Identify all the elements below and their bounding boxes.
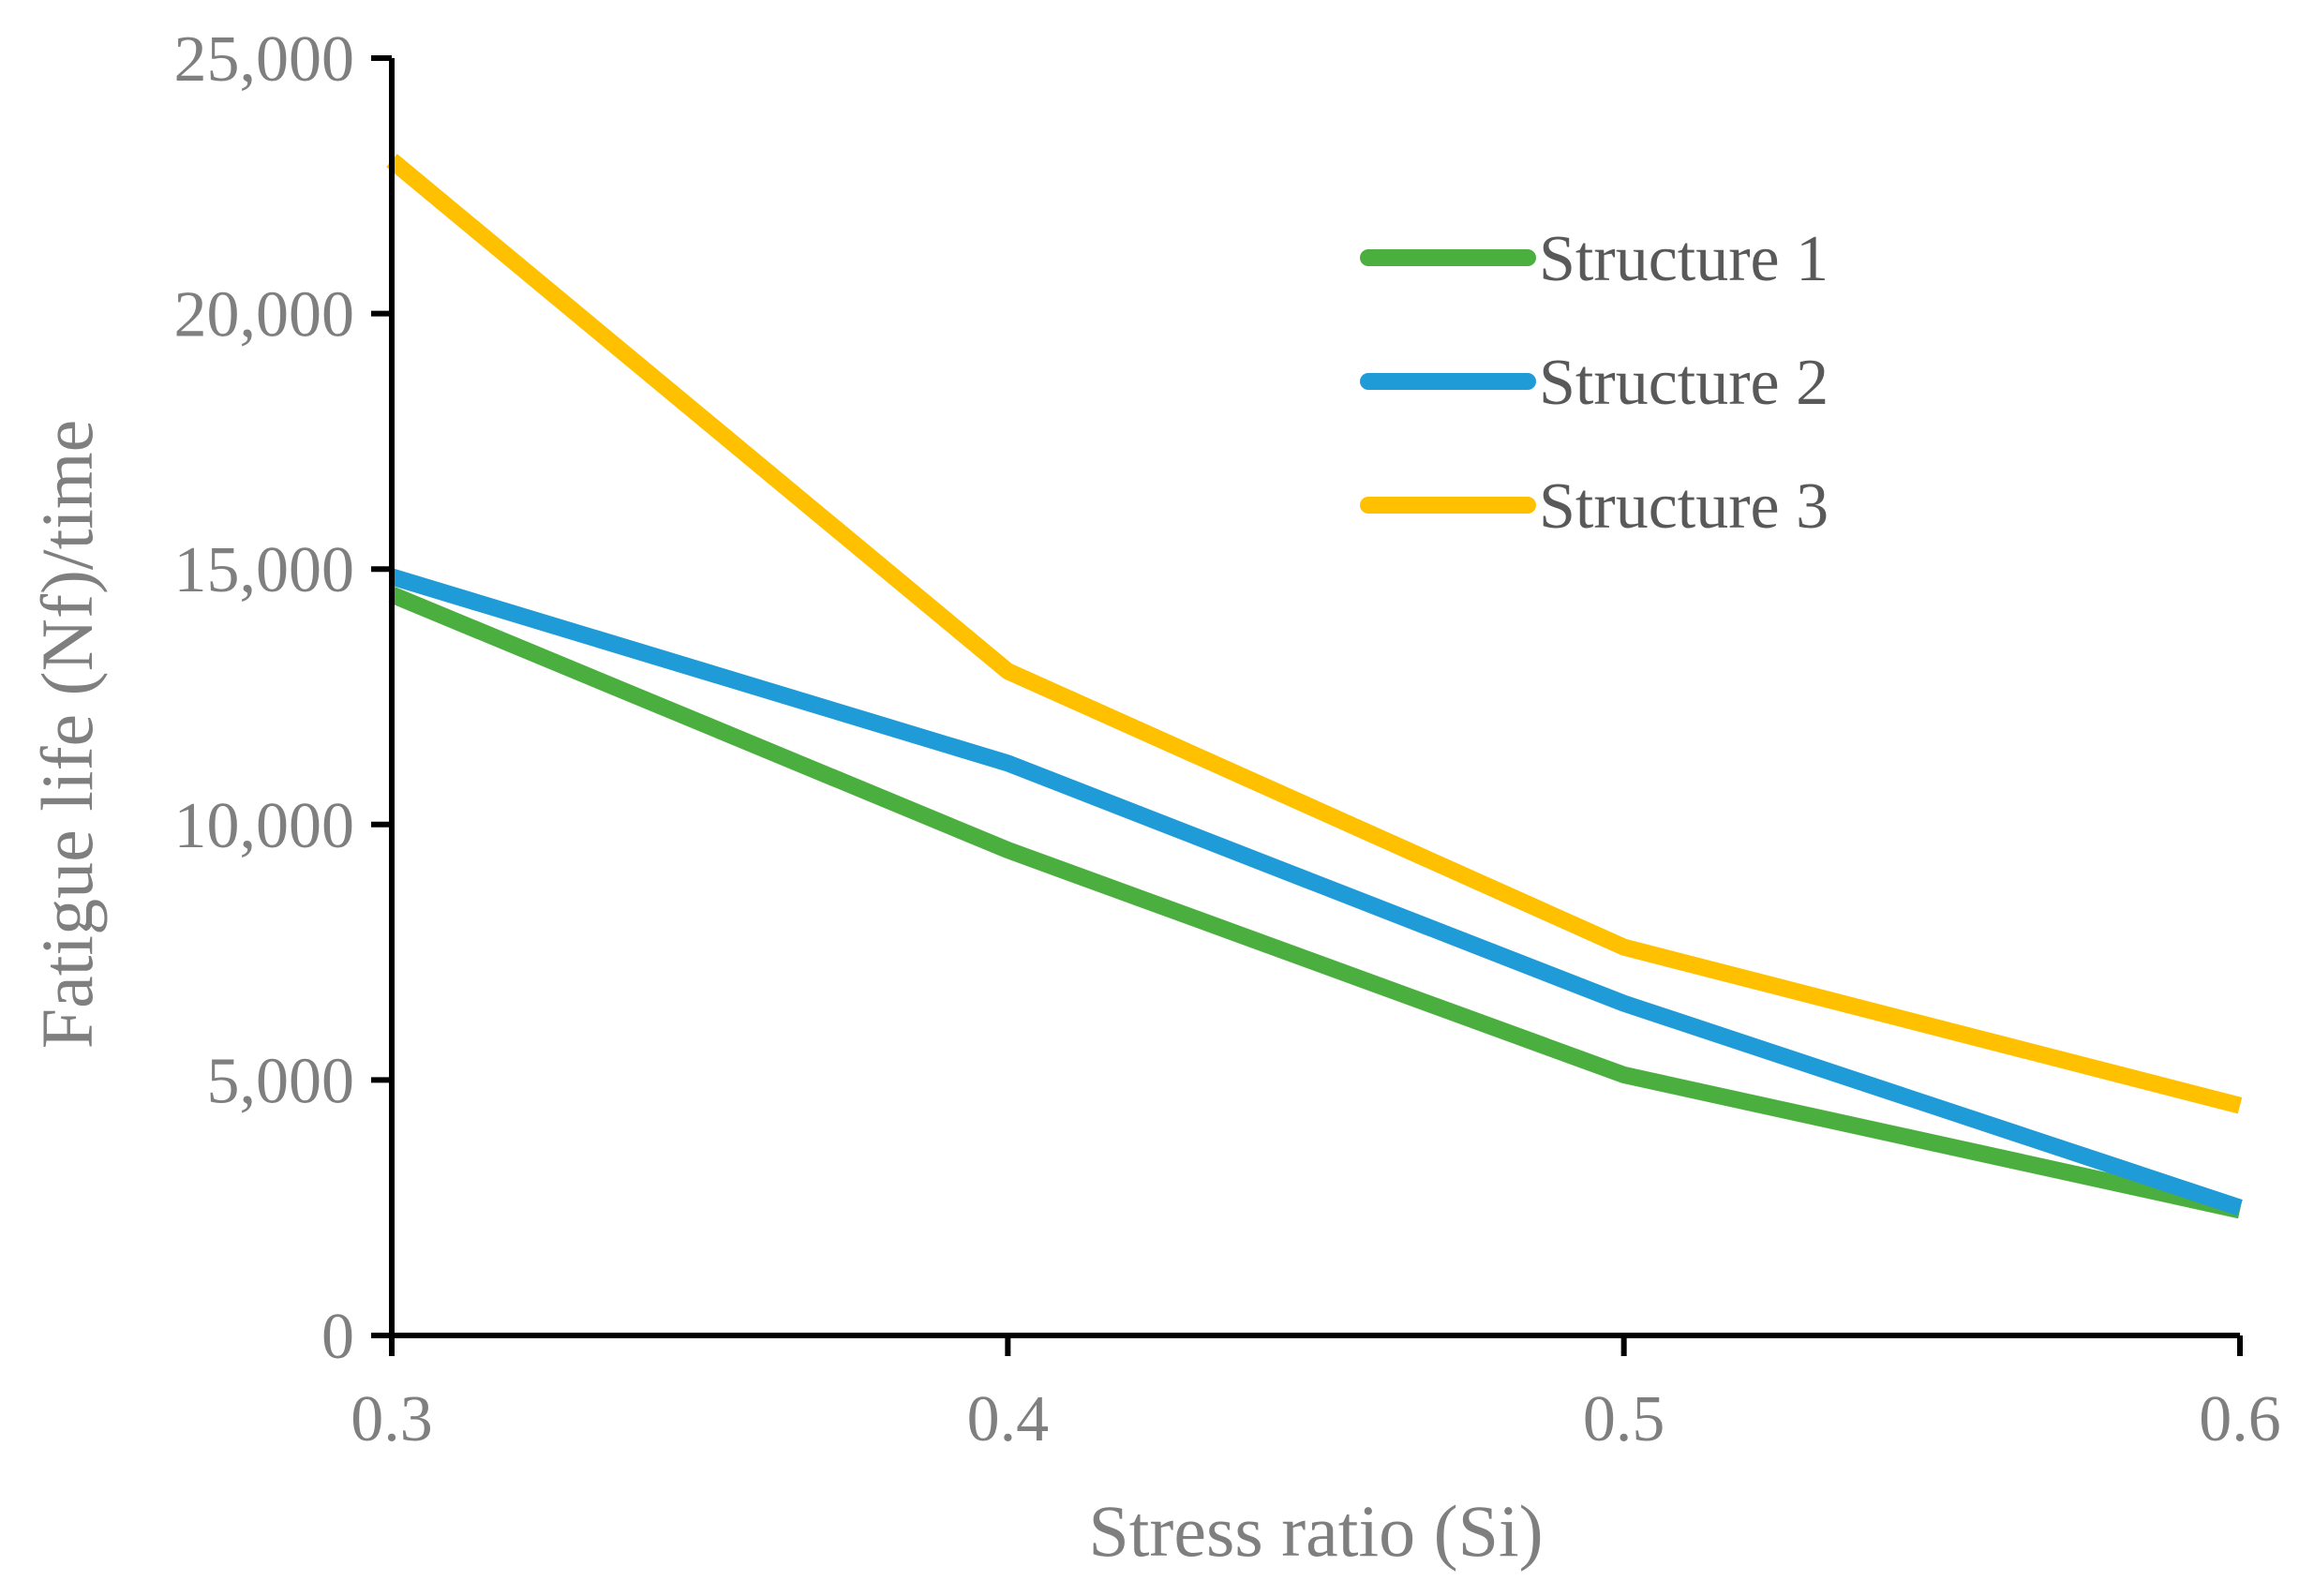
legend-label: Structure 2: [1539, 347, 1829, 419]
x-tick-label: 0.4: [967, 1383, 1050, 1455]
y-tick-label: 20,000: [174, 279, 355, 351]
series-line-structure-1: [388, 587, 2242, 1219]
x-tick-label: 0.5: [1583, 1383, 1665, 1455]
legend: Structure 1 Structure 2 Structure 3: [1360, 223, 1829, 543]
legend-label: Structure 3: [1539, 470, 1829, 543]
y-tick-label: 5,000: [207, 1045, 355, 1117]
x-axis-title: Stress ratio (Si): [1088, 1490, 1543, 1572]
x-tick-label: 0.6: [2199, 1383, 2281, 1455]
y-tick-label: 0: [321, 1301, 354, 1373]
y-tick-label: 25,000: [174, 23, 355, 96]
legend-label: Structure 1: [1539, 223, 1829, 295]
series-line-structure-2: [389, 568, 2243, 1216]
y-axis-title: Fatigue life (Nf)/time: [26, 420, 108, 1049]
y-tick-label: 15,000: [174, 534, 355, 606]
series-layer: [386, 154, 2243, 1219]
series-line-structure-3: [386, 154, 2243, 1114]
ticks-layer: 0 5,000 10,000 15,000 20,000 25,000 0.3 0.4 0.5 0…: [174, 23, 2281, 1455]
y-tick-label: 10,000: [174, 790, 355, 862]
x-tick-label: 0.3: [351, 1383, 433, 1455]
axes-layer: [389, 58, 2240, 1338]
